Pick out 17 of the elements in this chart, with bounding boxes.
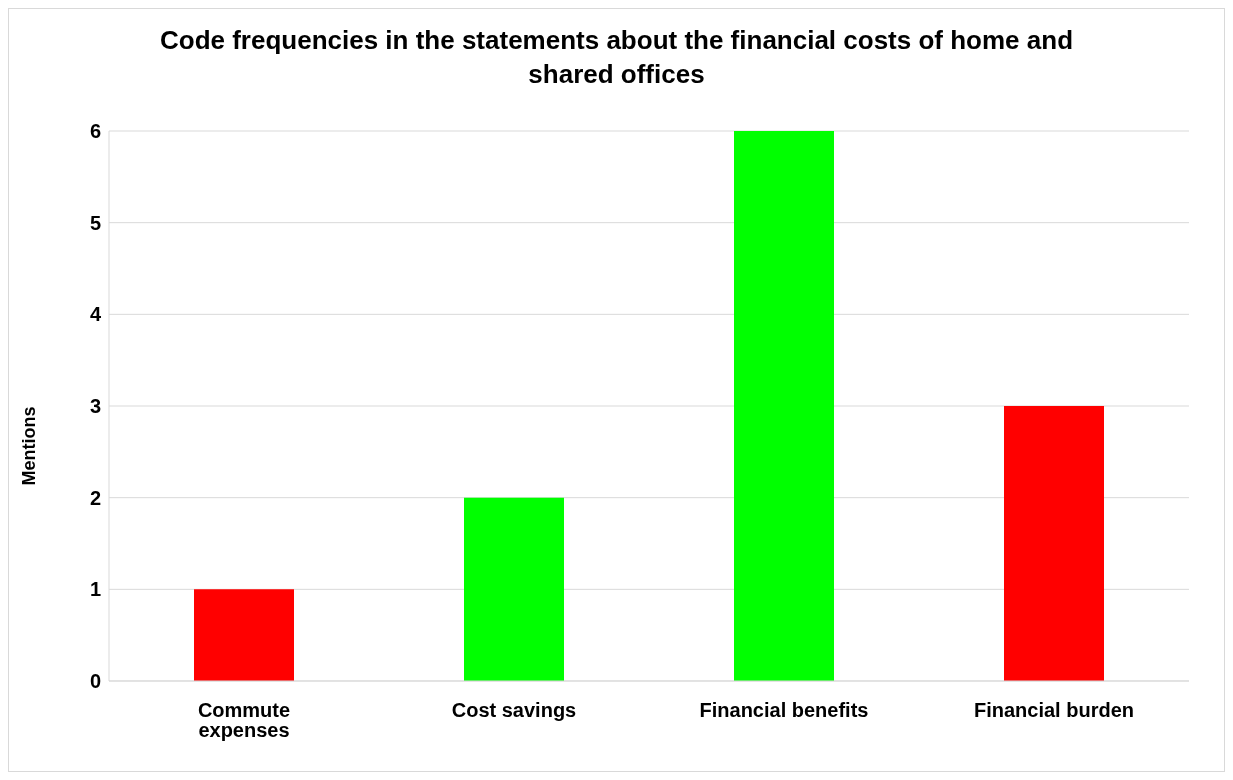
bar (194, 589, 294, 681)
x-tick-label: Cost savings (451, 699, 577, 722)
bar (734, 131, 834, 681)
y-tick-label: 1 (89, 578, 101, 601)
x-tick-label: Commute expenses (197, 699, 291, 742)
y-axis-title: Mentions (19, 406, 40, 486)
x-tick-label: Financial burden (973, 699, 1135, 722)
chart-title: Code frequencies in the statements about the financial costs of home and shared offices (158, 24, 1074, 91)
y-tick-label: 3 (89, 395, 101, 418)
y-tick-label: 6 (89, 120, 101, 143)
y-tick-label: 2 (89, 486, 101, 509)
y-tick-label: 5 (89, 211, 101, 234)
bar (1004, 406, 1104, 681)
y-tick-label: 4 (89, 303, 102, 326)
x-tick-label: Financial benefits (699, 699, 869, 722)
bar (464, 497, 564, 681)
y-tick-label: 0 (89, 670, 101, 693)
